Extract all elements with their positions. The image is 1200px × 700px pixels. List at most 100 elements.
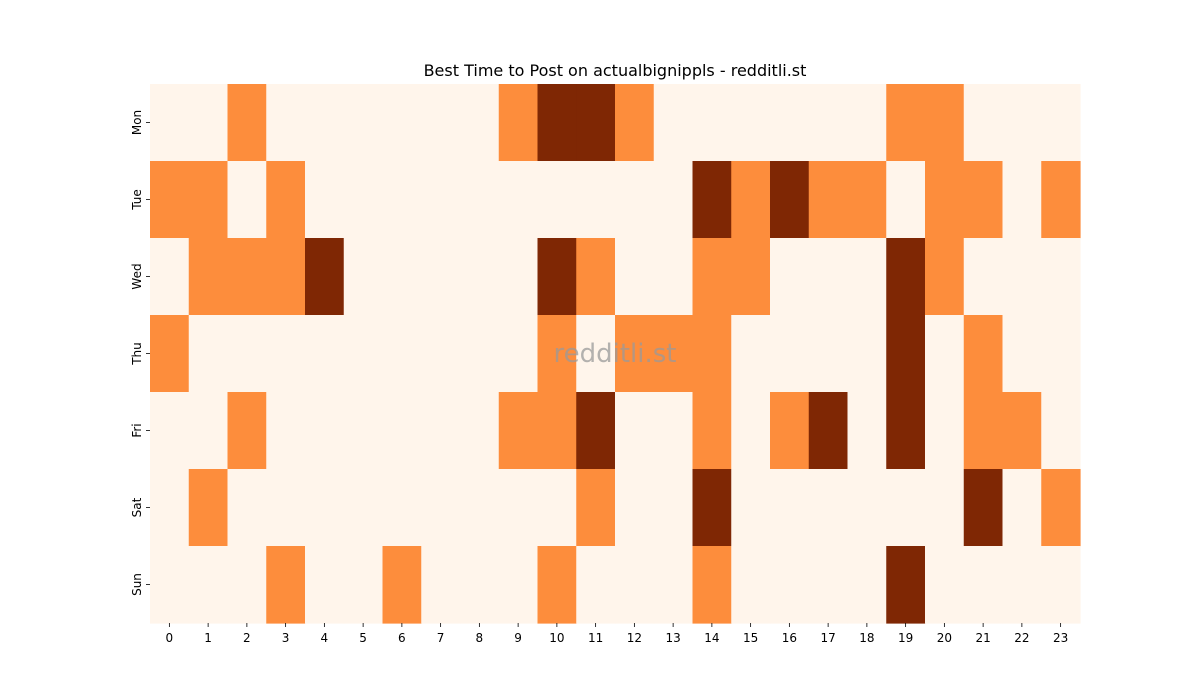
x-axis: 0 1 2 3 4 5 6 7 8 9 10 11 12 13 14 15 16 17 18 19 20 21 22 23 (166, 623, 1068, 645)
heatmap-cell-sat-12 (615, 469, 655, 547)
heatmap-cell-sat-16 (770, 469, 810, 547)
heatmap-cell-thu-1 (188, 315, 229, 393)
heatmap-cell-mon-16 (770, 84, 810, 162)
heatmap-cell-thu-2 (227, 315, 267, 393)
heatmap-cell-tue-4 (305, 161, 345, 239)
heatmap-cell-tue-17 (808, 161, 849, 239)
heatmap-cell-thu-18 (847, 315, 887, 393)
heatmap-cell-mon-12 (615, 84, 655, 162)
heatmap-cell-fri-20 (925, 392, 965, 470)
y-tick-label: Sat (130, 497, 144, 517)
heatmap-cell-tue-16 (770, 161, 810, 239)
heatmap-cell-fri-2 (227, 392, 267, 470)
heatmap-cell-thu-7 (421, 315, 461, 393)
heatmap-cell-sun-3 (266, 546, 306, 624)
x-tick-label: 13 (665, 631, 680, 645)
heatmap-cell-sat-10 (537, 469, 577, 547)
heatmap-cell-fri-17 (808, 392, 849, 470)
heatmap-cell-wed-16 (770, 238, 810, 316)
heatmap-cell-sun-1 (188, 546, 229, 624)
heatmap-cell-thu-23 (1041, 315, 1081, 393)
heatmap-cell-wed-7 (421, 238, 461, 316)
heatmap-cell-sat-23 (1041, 469, 1081, 547)
heatmap-cell-tue-22 (1002, 161, 1042, 239)
heatmap-cell-wed-8 (460, 238, 500, 316)
y-tick-label: Fri (130, 423, 144, 437)
heatmap-cell-thu-6 (382, 315, 422, 393)
heatmap-cell-mon-20 (925, 84, 965, 162)
x-tick-label: 3 (282, 631, 290, 645)
x-tick-label: 12 (627, 631, 642, 645)
heatmap-cell-mon-8 (460, 84, 500, 162)
heatmap-cell-fri-13 (653, 392, 694, 470)
x-tick-label: 16 (782, 631, 797, 645)
heatmap-cell-sat-17 (808, 469, 849, 547)
heatmap-cell-fri-23 (1041, 392, 1081, 470)
x-tick-label: 21 (975, 631, 990, 645)
heatmap-cell-sun-23 (1041, 546, 1081, 624)
heatmap-cell-fri-8 (460, 392, 500, 470)
heatmap-cell-mon-7 (421, 84, 461, 162)
heatmap-cell-tue-15 (731, 161, 771, 239)
x-tick-label: 2 (243, 631, 251, 645)
heatmap-cell-fri-1 (188, 392, 229, 470)
heatmap-cell-mon-4 (305, 84, 345, 162)
y-tick-label: Wed (130, 263, 144, 289)
heatmap-cell-sun-15 (731, 546, 771, 624)
x-tick-label: 8 (476, 631, 484, 645)
heatmap-cell-tue-13 (653, 161, 694, 239)
heatmap-cell-fri-5 (343, 392, 384, 470)
heatmap-cell-fri-11 (576, 392, 616, 470)
chart-title: Best Time to Post on actualbignippls - r… (424, 61, 807, 80)
heatmap-cell-sun-7 (421, 546, 461, 624)
heatmap-cell-wed-21 (963, 238, 1004, 316)
heatmap-cell-mon-11 (576, 84, 616, 162)
heatmap-cell-thu-21 (963, 315, 1004, 393)
heatmap-cell-fri-9 (498, 392, 539, 470)
heatmap-cell-mon-13 (653, 84, 694, 162)
x-tick-label: 1 (204, 631, 212, 645)
heatmap-cell-tue-10 (537, 161, 577, 239)
heatmap-cell-wed-11 (576, 238, 616, 316)
y-axis: Mon Tue Wed Thu Fri Sat Sun (130, 110, 150, 596)
heatmap-cell-sun-10 (537, 546, 577, 624)
heatmap-cell-mon-14 (692, 84, 732, 162)
heatmap-cell-fri-18 (847, 392, 887, 470)
heatmap-cell-thu-17 (808, 315, 849, 393)
heatmap-cell-sun-14 (692, 546, 732, 624)
heatmap-cell-thu-19 (886, 315, 926, 393)
x-tick-label: 23 (1053, 631, 1068, 645)
heatmap-cell-mon-15 (731, 84, 771, 162)
heatmap-cell-sun-2 (227, 546, 267, 624)
heatmap-cell-fri-0 (150, 392, 190, 470)
heatmap-cell-sun-17 (808, 546, 849, 624)
x-tick-label: 11 (588, 631, 603, 645)
heatmap-cell-tue-5 (343, 161, 384, 239)
x-tick-label: 6 (398, 631, 406, 645)
heatmap-cell-wed-18 (847, 238, 887, 316)
y-tick-label: Thu (130, 342, 144, 366)
heatmap-cell-tue-18 (847, 161, 887, 239)
x-tick-label: 0 (166, 631, 174, 645)
heatmap-cell-fri-16 (770, 392, 810, 470)
heatmap-cell-wed-1 (188, 238, 229, 316)
y-tick-label: Sun (130, 573, 144, 596)
heatmap-cell-thu-8 (460, 315, 500, 393)
heatmap-cell-sun-5 (343, 546, 384, 624)
heatmap-cell-thu-4 (305, 315, 345, 393)
heatmap-cells (150, 84, 1081, 624)
x-tick-label: 18 (859, 631, 874, 645)
heatmap-cell-mon-3 (266, 84, 306, 162)
heatmap-cell-mon-2 (227, 84, 267, 162)
heatmap-cell-fri-4 (305, 392, 345, 470)
heatmap-cell-tue-3 (266, 161, 306, 239)
heatmap-cell-tue-19 (886, 161, 926, 239)
heatmap-cell-tue-11 (576, 161, 616, 239)
x-tick-label: 14 (704, 631, 719, 645)
heatmap-cell-sun-11 (576, 546, 616, 624)
heatmap-cell-tue-2 (227, 161, 267, 239)
heatmap-cell-sat-20 (925, 469, 965, 547)
heatmap-cell-fri-7 (421, 392, 461, 470)
heatmap-cell-fri-3 (266, 392, 306, 470)
